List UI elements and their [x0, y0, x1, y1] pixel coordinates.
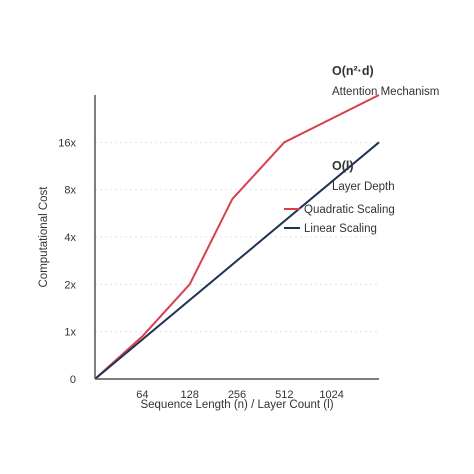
x-axis-label: Sequence Length (n) / Layer Count (l): [140, 399, 333, 411]
x-tick-label: 1024: [319, 389, 343, 401]
legend-label-quadratic: Quadratic Scaling: [304, 204, 395, 216]
axes: [94, 95, 379, 380]
y-tick-labels: 0 1x 2x 4x 8x 16x: [58, 137, 76, 386]
legend: Quadratic Scaling Linear Scaling: [284, 204, 395, 235]
legend-label-linear: Linear Scaling: [304, 223, 377, 235]
annotation-attention-title: O(n²·d): [332, 64, 374, 78]
annotations: O(n²·d) Attention Mechanism O(l) Layer D…: [332, 64, 439, 193]
annotation-layer-subtitle: Layer Depth: [332, 181, 395, 193]
annotation-attention-subtitle: Attention Mechanism: [332, 86, 439, 98]
annotation-layer-title: O(l): [332, 159, 354, 173]
series-line-quadratic: [94, 94, 380, 380]
y-tick-label: 1x: [64, 327, 76, 339]
x-tick-label: 128: [180, 389, 198, 401]
x-tick-label: 512: [275, 389, 293, 401]
y-tick-label: 16x: [58, 137, 76, 149]
grid-lines: [95, 141, 379, 333]
y-tick-label: 2x: [64, 279, 76, 291]
x-tick-label: 64: [136, 389, 148, 401]
y-axis-label: Computational Cost: [38, 186, 50, 288]
x-tick-labels: 64 128 256 512 1024: [136, 389, 344, 401]
y-tick-label: 0: [70, 374, 76, 386]
y-tick-label: 8x: [64, 185, 76, 197]
series-line-linear: [94, 141, 380, 380]
series-lines: [94, 94, 380, 380]
x-tick-label: 256: [228, 389, 246, 401]
y-tick-label: 4x: [64, 232, 76, 244]
